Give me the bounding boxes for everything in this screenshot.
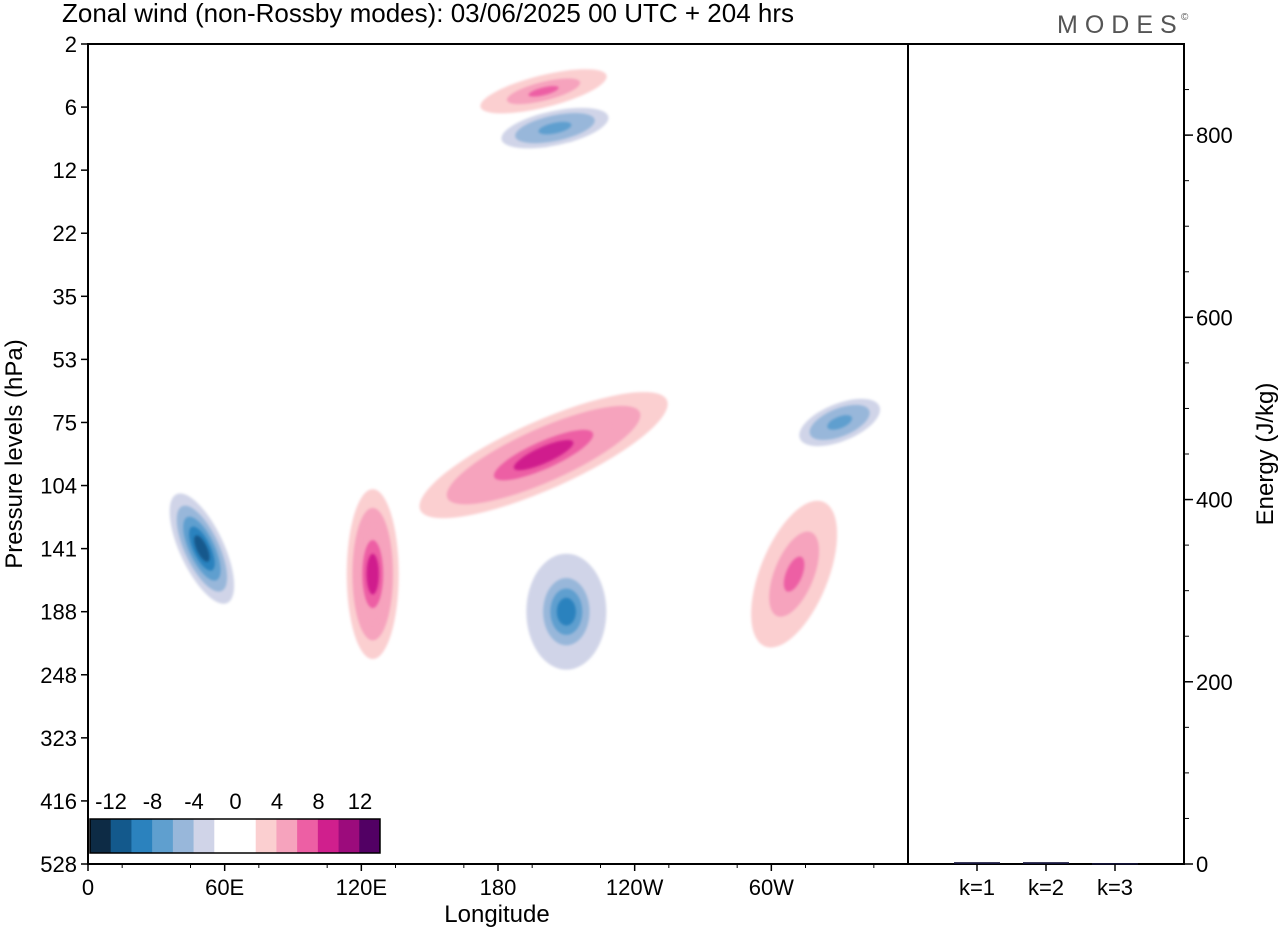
colorbar-swatch xyxy=(214,819,236,853)
colorbar-label: 0 xyxy=(229,789,241,814)
energy-tick-label: 200 xyxy=(1196,670,1233,695)
energy-frame xyxy=(907,43,1185,865)
colorbar-label: -12 xyxy=(95,789,127,814)
x-tick-label: 120E xyxy=(336,875,387,900)
colorbar: -12 -8 -4 0 4 8 12 xyxy=(89,789,381,854)
energy-tick-label: 400 xyxy=(1196,488,1233,513)
contour-positive-upper xyxy=(528,86,559,97)
energy-panel: 0 200 400 600 800 k=1 k=2 k=3 xyxy=(954,89,1233,900)
y-tick-label: 53 xyxy=(53,347,77,372)
chart-title: Zonal wind (non-Rossby modes): 03/06/202… xyxy=(62,0,794,28)
y-tick-label: 75 xyxy=(53,410,77,435)
contour-negative-east xyxy=(827,415,853,430)
pressure-axis: 2 6 12 22 35 53 75 104 141 188 248 323 416 528 xyxy=(40,32,88,877)
colorbar-swatch xyxy=(255,819,277,853)
colorbar-swatch xyxy=(131,819,153,853)
colorbar-swatch xyxy=(276,819,298,853)
energy-category-label: k=1 xyxy=(959,875,995,900)
contour-positive-east xyxy=(783,556,805,592)
colorbar-frame xyxy=(89,818,381,854)
colorbar-label: 4 xyxy=(271,789,283,814)
y-tick-label: 528 xyxy=(40,852,77,877)
heatmap-field xyxy=(169,69,892,670)
energy-bar xyxy=(954,862,1000,864)
x-axis-label: Longitude xyxy=(444,901,549,928)
longitude-axis: 0 60E 120E 180 120W 60W xyxy=(82,864,875,900)
colorbar-swatch xyxy=(152,819,174,853)
energy-category-label: k=3 xyxy=(1097,875,1133,900)
y-tick-label: 323 xyxy=(40,726,77,751)
x-tick-label: 60E xyxy=(205,875,244,900)
colorbar-label: -8 xyxy=(143,789,163,814)
colorbar-swatch xyxy=(297,819,319,853)
y-tick-label: 104 xyxy=(40,474,77,499)
colorbar-label: 12 xyxy=(348,789,372,814)
contour-negative-jet xyxy=(194,535,210,562)
y-tick-label: 12 xyxy=(53,158,77,183)
colorbar-swatch xyxy=(90,819,112,853)
energy-tick-label: 800 xyxy=(1196,123,1233,148)
energy-tick-label: 600 xyxy=(1196,305,1233,330)
contour-negative-upper xyxy=(538,121,572,135)
x-tick-label: 60W xyxy=(749,875,794,900)
colorbar-label: -4 xyxy=(184,789,204,814)
energy-bar xyxy=(1092,863,1138,865)
contour-negative-cell xyxy=(556,597,576,626)
y-tick-label: 22 xyxy=(53,221,77,246)
colorbar-swatch xyxy=(110,819,132,853)
colorbar-swatch xyxy=(193,819,215,853)
colorbar-swatch xyxy=(172,819,195,853)
x-tick-label: 120W xyxy=(606,875,664,900)
colorbar-swatch xyxy=(317,819,340,853)
colorbar-swatch xyxy=(235,819,257,853)
y-axis-label: Pressure levels (hPa) xyxy=(1,339,28,568)
colorbar-swatch xyxy=(338,819,360,853)
y-tick-label: 248 xyxy=(40,663,77,688)
modes-logo: MODES xyxy=(1057,11,1184,39)
contour-positive-band xyxy=(513,439,574,471)
y-tick-label: 416 xyxy=(40,789,77,814)
y-tick-label: 141 xyxy=(40,537,77,562)
x-tick-label: 180 xyxy=(480,875,517,900)
energy-axis-label: Energy (J/kg) xyxy=(1252,383,1279,526)
colorbar-swatch xyxy=(359,819,381,853)
contour-positive-cell xyxy=(366,553,379,595)
x-tick-label: 0 xyxy=(82,875,94,900)
colorbar-label: 8 xyxy=(312,789,324,814)
y-tick-label: 188 xyxy=(40,600,77,625)
energy-category-label: k=2 xyxy=(1028,875,1064,900)
y-tick-label: 35 xyxy=(53,284,77,309)
y-tick-label: 2 xyxy=(65,32,77,57)
energy-bar xyxy=(1023,862,1069,864)
energy-tick-label: 0 xyxy=(1196,852,1208,877)
logo-mark: © xyxy=(1181,12,1189,23)
y-tick-label: 6 xyxy=(65,95,77,120)
